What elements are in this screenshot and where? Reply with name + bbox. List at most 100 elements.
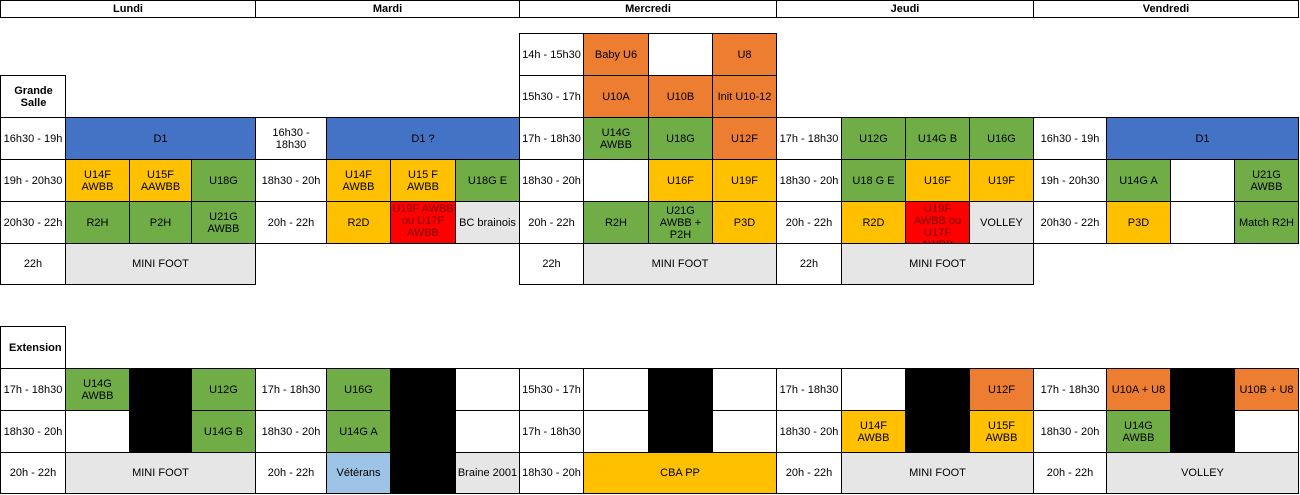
slot-cell: MINI FOOT <box>65 452 256 494</box>
slot-cell: Vétérans <box>326 452 391 494</box>
time-cell: 20h - 22h <box>0 452 66 494</box>
blocked-cell <box>129 410 192 453</box>
slot-cell: U19F AWBB ou U17F AWBB <box>390 201 456 244</box>
time-cell: 17h - 18h30 <box>519 410 584 453</box>
slot-cell: U19F AWBB ou U17F AWBB <box>905 201 970 244</box>
day-header-mardi: Mardi <box>255 0 520 18</box>
time-cell: 22h <box>519 243 584 285</box>
blocked-cell <box>648 410 713 453</box>
time-cell: 17h - 18h30 <box>255 368 327 411</box>
slot-cell: R2H <box>65 201 130 244</box>
slot-cell: VOLLEY <box>1106 452 1299 494</box>
slot-cell: U18 G E <box>841 159 906 202</box>
time-cell: 19h - 20h30 <box>0 159 66 202</box>
slot-cell: U14G AWBB <box>583 117 649 160</box>
slot-cell: U21G AWBB <box>1234 159 1299 202</box>
time-cell: 18h30 - 20h <box>255 410 327 453</box>
slot-cell: U14G AWBB <box>1106 410 1171 453</box>
time-cell: 18h30 - 20h <box>776 410 842 453</box>
time-cell: 14h - 15h30 <box>519 33 584 76</box>
slot-cell: U10B + U8 <box>1234 368 1299 411</box>
blocked-cell <box>1170 410 1235 453</box>
section-label-grande-salle: Grande Salle <box>0 75 66 118</box>
time-cell: 20h30 - 22h <box>0 201 66 244</box>
slot-cell: U18G <box>191 159 256 202</box>
time-cell: 16h30 - 19h <box>0 117 66 160</box>
slot-cell: U14F AWBB <box>841 410 906 453</box>
slot-cell: U14G A <box>1106 159 1171 202</box>
slot-cell: U15 F AWBB <box>390 159 456 202</box>
time-cell: 20h - 22h <box>1033 452 1107 494</box>
time-cell: 22h <box>776 243 842 285</box>
time-cell: 18h30 - 20h <box>519 452 584 494</box>
empty-cell <box>583 159 649 202</box>
empty-cell <box>455 368 520 411</box>
slot-cell: U19F <box>969 159 1034 202</box>
slot-cell: CBA PP <box>583 452 777 494</box>
time-cell: 16h30 - 18h30 <box>255 117 327 160</box>
slot-cell: U15F AAWBB <box>129 159 192 202</box>
slot-cell: R2H <box>583 201 649 244</box>
slot-cell: U12F <box>969 368 1034 411</box>
blocked-cell <box>905 368 970 411</box>
time-cell: 20h - 22h <box>255 452 327 494</box>
time-cell: 17h - 18h30 <box>0 368 66 411</box>
slot-cell: D1 <box>1106 117 1299 160</box>
slot-cell: U14F AWBB <box>65 159 130 202</box>
day-header-jeudi: Jeudi <box>776 0 1034 18</box>
empty-cell <box>712 368 777 411</box>
slot-cell: U16G <box>326 368 391 411</box>
empty-cell <box>1234 410 1299 453</box>
day-header-mercredi: Mercredi <box>519 0 777 18</box>
time-cell: 17h - 18h30 <box>1033 368 1107 411</box>
slot-cell: U10B <box>648 75 713 118</box>
time-cell: 18h30 - 20h <box>776 159 842 202</box>
slot-cell: MINI FOOT <box>65 243 256 285</box>
time-cell: 20h - 22h <box>255 201 327 244</box>
time-cell: 15h30 - 17h <box>519 368 584 411</box>
time-cell: 16h30 - 19h <box>1033 117 1107 160</box>
slot-cell: P3D <box>712 201 777 244</box>
slot-cell: Match R2H <box>1234 201 1299 244</box>
slot-cell: U14G B <box>905 117 970 160</box>
time-cell: 18h30 - 20h <box>519 159 584 202</box>
slot-cell: VOLLEY <box>969 201 1034 244</box>
slot-cell: U14F AWBB <box>326 159 391 202</box>
slot-cell: U18G <box>648 117 713 160</box>
time-cell: 18h30 - 20h <box>0 410 66 453</box>
blocked-cell <box>648 368 713 411</box>
time-cell: 15h30 - 17h <box>519 75 584 118</box>
slot-cell: U10A <box>583 75 649 118</box>
slot-cell: U19F <box>712 159 777 202</box>
slot-cell: U14G A <box>326 410 391 453</box>
time-cell: 22h <box>0 243 66 285</box>
time-cell: 20h - 22h <box>519 201 584 244</box>
empty-cell <box>712 410 777 453</box>
time-cell: 20h30 - 22h <box>1033 201 1107 244</box>
time-cell: 18h30 - 20h <box>255 159 327 202</box>
time-cell: 19h - 20h30 <box>1033 159 1107 202</box>
day-header-vendredi: Vendredi <box>1033 0 1299 18</box>
empty-cell <box>65 410 130 453</box>
blocked-cell <box>1170 368 1235 411</box>
slot-cell: U12G <box>191 368 256 411</box>
slot-cell: U12G <box>841 117 906 160</box>
time-cell: 18h30 - 20h <box>1033 410 1107 453</box>
empty-cell <box>455 410 520 453</box>
empty-cell <box>1170 159 1235 202</box>
blocked-cell <box>129 368 192 411</box>
slot-cell: MINI FOOT <box>841 452 1034 494</box>
slot-cell: U16F <box>905 159 970 202</box>
blocked-cell <box>390 368 456 494</box>
slot-cell: U8 <box>712 33 777 76</box>
slot-cell: Baby U6 <box>583 33 649 76</box>
slot-cell: U14G AWBB <box>65 368 130 411</box>
time-cell: 17h - 18h30 <box>776 117 842 160</box>
slot-cell: Init U10-12 <box>712 75 777 118</box>
time-cell: 17h - 18h30 <box>519 117 584 160</box>
slot-cell: U14G B <box>191 410 256 453</box>
slot-cell: BC brainois <box>455 201 520 244</box>
slot-cell: MINI FOOT <box>583 243 777 285</box>
time-cell: 20h - 22h <box>776 201 842 244</box>
time-cell: 17h - 18h30 <box>776 368 842 411</box>
